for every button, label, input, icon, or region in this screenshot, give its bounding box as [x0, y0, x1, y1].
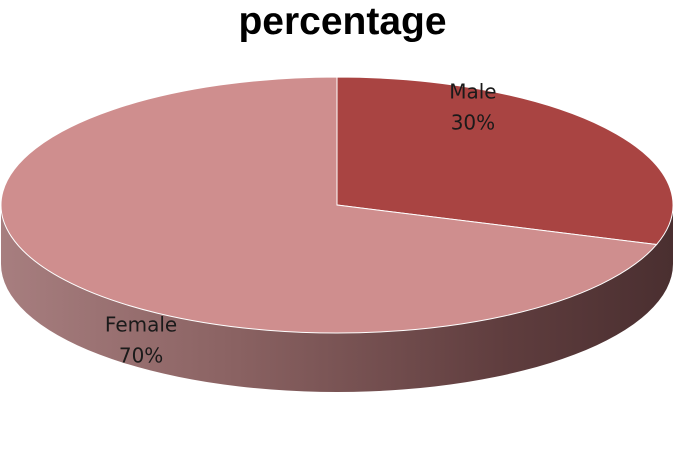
- slice-value-female: 70%: [119, 344, 163, 368]
- pie-slice-female: [0, 76, 658, 334]
- slice-label-female: Female: [105, 313, 177, 337]
- pie-side-wall: [1, 205, 673, 392]
- pie-slice-male: [336, 76, 674, 246]
- pie-side-layer: [1, 205, 673, 392]
- pie-top-layer: [0, 76, 674, 334]
- chart-title: percentage: [238, 0, 447, 43]
- slice-label-male: Male: [449, 79, 496, 103]
- pie-label-layer: Male 30% Female 70%: [105, 79, 497, 367]
- slice-value-male: 30%: [451, 110, 495, 134]
